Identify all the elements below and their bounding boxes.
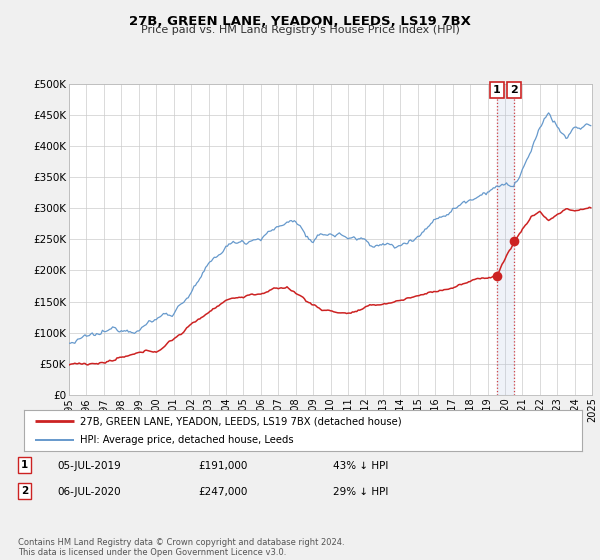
Text: HPI: Average price, detached house, Leeds: HPI: Average price, detached house, Leed…: [80, 435, 293, 445]
Text: 29% ↓ HPI: 29% ↓ HPI: [333, 487, 388, 497]
Text: £247,000: £247,000: [198, 487, 247, 497]
Bar: [497, 84, 514, 395]
Text: 43% ↓ HPI: 43% ↓ HPI: [333, 461, 388, 472]
Text: 2: 2: [21, 486, 28, 496]
Text: 1: 1: [493, 85, 500, 95]
Text: 1: 1: [21, 460, 28, 470]
Text: 06-JUL-2020: 06-JUL-2020: [57, 487, 121, 497]
Text: 27B, GREEN LANE, YEADON, LEEDS, LS19 7BX: 27B, GREEN LANE, YEADON, LEEDS, LS19 7BX: [129, 15, 471, 27]
Text: 27B, GREEN LANE, YEADON, LEEDS, LS19 7BX (detached house): 27B, GREEN LANE, YEADON, LEEDS, LS19 7BX…: [80, 417, 401, 426]
Text: £191,000: £191,000: [198, 461, 247, 472]
Text: 2: 2: [510, 85, 518, 95]
Text: Price paid vs. HM Land Registry's House Price Index (HPI): Price paid vs. HM Land Registry's House …: [140, 25, 460, 35]
Text: Contains HM Land Registry data © Crown copyright and database right 2024.
This d: Contains HM Land Registry data © Crown c…: [18, 538, 344, 557]
Text: 05-JUL-2019: 05-JUL-2019: [57, 461, 121, 472]
